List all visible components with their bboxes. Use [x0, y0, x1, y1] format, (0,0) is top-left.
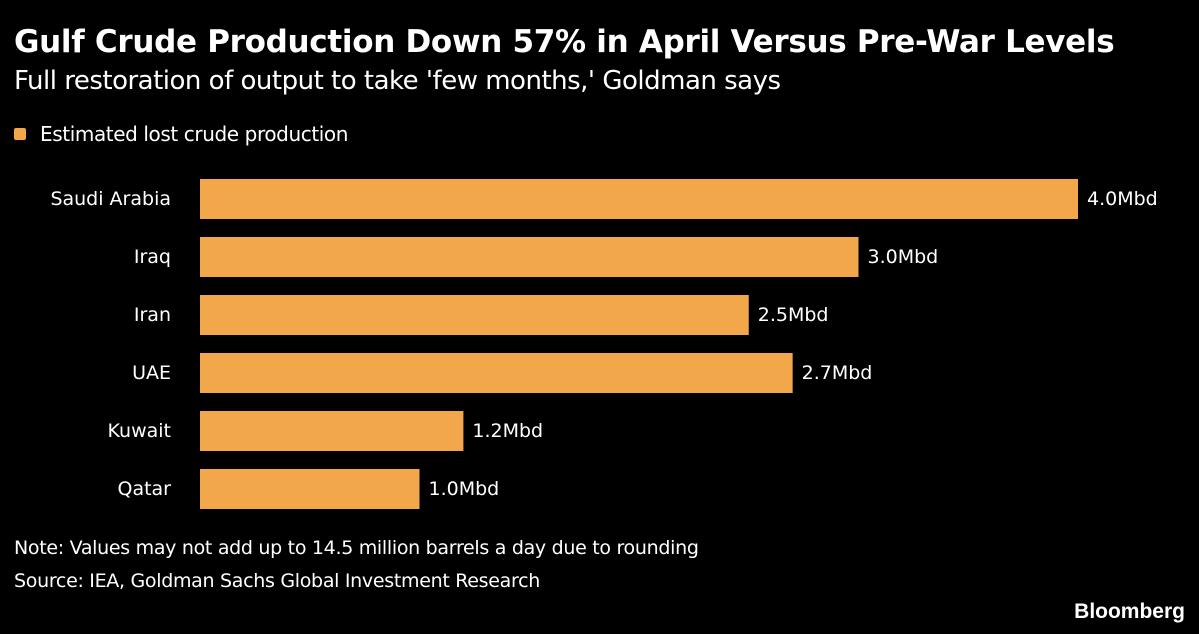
chart-note: Note: Values may not add up to 14.5 mill… — [14, 537, 699, 559]
category-label: Qatar — [117, 478, 171, 500]
chart-source: Source: IEA, Goldman Sachs Global Invest… — [14, 570, 540, 592]
bar — [200, 179, 1078, 219]
category-label: Kuwait — [108, 420, 171, 442]
data-label: 2.5Mbd — [758, 304, 829, 326]
chart-subtitle: Full restoration of output to take 'few … — [14, 66, 781, 96]
category-label: Iran — [134, 304, 171, 326]
legend-label: Estimated lost crude production — [40, 122, 349, 146]
legend: Estimated lost crude production — [14, 122, 348, 146]
category-label: Saudi Arabia — [50, 188, 171, 210]
bar — [200, 295, 749, 335]
bloomberg-logo: Bloomberg — [1074, 600, 1185, 623]
data-label: 1.2Mbd — [472, 420, 543, 442]
data-label: 2.7Mbd — [802, 362, 873, 384]
category-label: UAE — [132, 362, 171, 384]
chart-title: Gulf Crude Production Down 57% in April … — [14, 24, 1115, 60]
category-label: Iraq — [134, 246, 171, 268]
bar-chart: Saudi Arabia 4.0Mbd Iraq 3.0Mbd Iran 2.5Mbd UA… — [50, 179, 1158, 509]
data-label: 3.0Mbd — [868, 246, 939, 268]
data-label: 4.0Mbd — [1087, 188, 1158, 210]
bar — [200, 353, 793, 393]
legend-swatch — [14, 128, 26, 140]
bar — [200, 411, 464, 451]
data-label: 1.0Mbd — [429, 478, 500, 500]
bar — [200, 469, 420, 509]
bar — [200, 237, 859, 277]
